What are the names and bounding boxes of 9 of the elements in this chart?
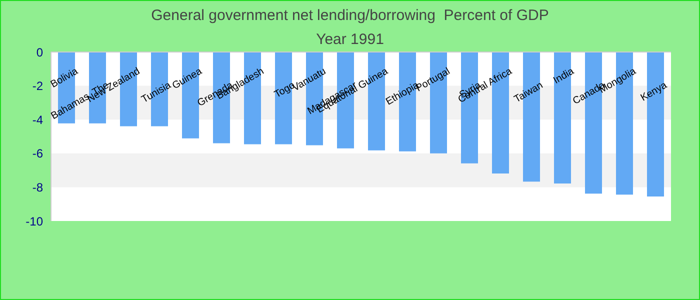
y-tick-label: -10 <box>26 214 44 228</box>
y-tick-label: -6 <box>32 146 44 161</box>
x-tick-label: India <box>552 66 576 86</box>
y-tick-label: -2 <box>32 79 44 94</box>
chart-subtitle: Year 1991 <box>316 31 384 48</box>
y-tick-label: -8 <box>32 180 44 194</box>
chart-title: General government net lending/borrowing Percent of GDP <box>150 6 550 26</box>
y-tick-label: 0 <box>36 45 44 60</box>
y-tick-label: -4 <box>32 112 44 127</box>
